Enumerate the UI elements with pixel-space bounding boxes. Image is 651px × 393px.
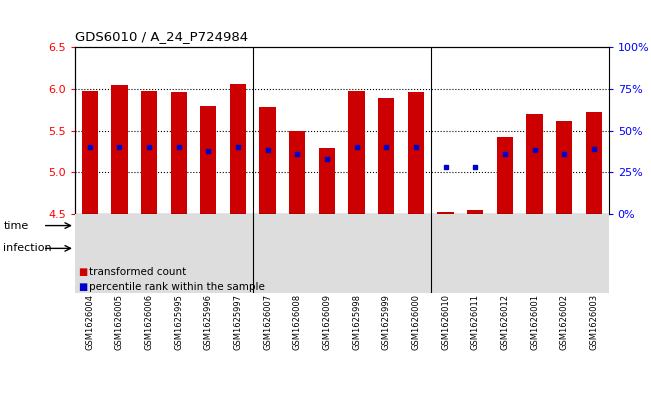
Text: hour 6: hour 6 [146, 220, 182, 231]
Text: ■: ■ [78, 282, 87, 292]
Text: H5N1 (MOI 1): H5N1 (MOI 1) [85, 243, 154, 253]
Bar [348, 90, 365, 214]
Bar [253, 237, 342, 260]
Bar [260, 107, 276, 214]
Text: ■: ■ [78, 267, 87, 277]
Bar [527, 114, 543, 214]
Bar [230, 84, 246, 214]
Bar [75, 214, 253, 237]
Bar [111, 85, 128, 214]
Text: transformed count: transformed count [89, 267, 186, 277]
Bar [497, 138, 513, 214]
Bar [556, 121, 572, 214]
Bar [586, 112, 602, 214]
Text: infection: infection [3, 243, 52, 253]
Text: H5N1 (MOI 1): H5N1 (MOI 1) [262, 243, 332, 253]
Text: H5N1 (MOI 1): H5N1 (MOI 1) [440, 243, 510, 253]
Text: hour 24: hour 24 [498, 220, 542, 231]
Text: control: control [368, 243, 404, 253]
Bar [81, 92, 98, 214]
Text: control: control [190, 243, 227, 253]
Bar [319, 148, 335, 214]
Bar [431, 214, 609, 237]
Text: control: control [546, 243, 583, 253]
Bar [431, 237, 519, 260]
Bar [342, 237, 431, 260]
Bar [408, 92, 424, 214]
Bar [75, 237, 164, 260]
Bar [519, 237, 609, 260]
Bar [200, 106, 217, 214]
Text: time: time [3, 220, 29, 231]
Bar [164, 237, 253, 260]
Bar [467, 210, 484, 214]
Bar [253, 214, 431, 237]
Text: percentile rank within the sample: percentile rank within the sample [89, 282, 265, 292]
Bar [141, 92, 157, 214]
Text: GDS6010 / A_24_P724984: GDS6010 / A_24_P724984 [75, 30, 248, 43]
Bar [437, 212, 454, 214]
Text: hour 12: hour 12 [320, 220, 363, 231]
Bar [289, 130, 305, 214]
Bar [171, 92, 187, 214]
Bar [378, 98, 395, 214]
